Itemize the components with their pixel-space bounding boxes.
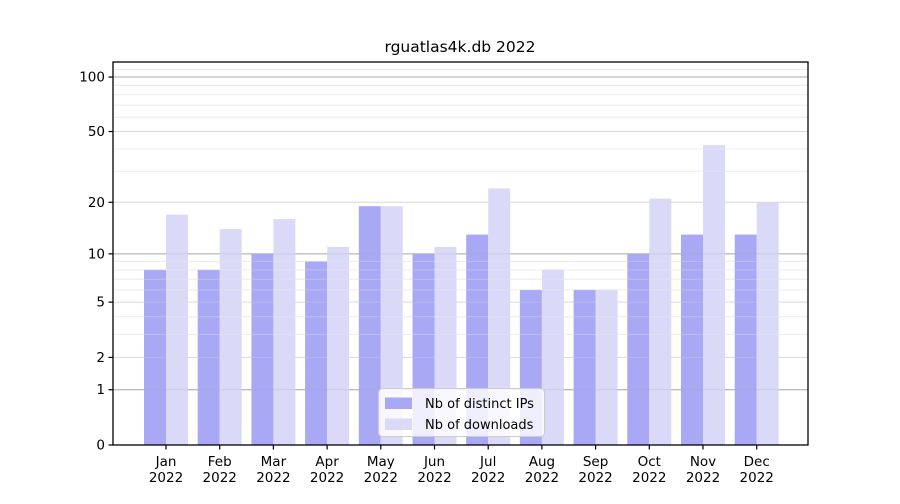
chart-title: rguatlas4k.db 2022: [384, 38, 535, 56]
x-month-label: Feb: [208, 454, 232, 470]
bar-downloads-sep: [595, 289, 618, 445]
x-month-label: Sep: [583, 454, 608, 470]
bar-downloads-aug: [541, 269, 564, 445]
x-year-label: 2022: [364, 470, 398, 486]
y-tick-label: 0: [96, 438, 105, 454]
x-year-label: 2022: [149, 470, 183, 486]
bar-downloads-jul: [488, 188, 511, 445]
x-year-label: 2022: [740, 470, 774, 486]
bar-distinct-ips-dec: [734, 234, 757, 445]
bar-downloads-nov: [703, 145, 725, 445]
bar-downloads-may: [380, 206, 403, 445]
gridlines-overlay: [113, 69, 808, 391]
bar-downloads-feb: [219, 229, 242, 445]
x-month-label: Jun: [423, 454, 445, 470]
legend-swatch-distinct-ips: [385, 397, 412, 409]
x-month-label: Jan: [155, 454, 177, 470]
legend: Nb of distinct IPs Nb of downloads: [378, 388, 545, 437]
legend-box: [378, 388, 545, 437]
x-month-label: Mar: [261, 454, 287, 470]
x-month-label: Dec: [744, 454, 770, 470]
bar-distinct-ips-feb: [197, 269, 220, 445]
x-year-label: 2022: [310, 470, 344, 486]
x-month-label: Nov: [690, 454, 716, 470]
legend-label-downloads: Nb of downloads: [425, 418, 534, 433]
y-tick-label: 20: [88, 195, 105, 211]
x-year-label: 2022: [686, 470, 720, 486]
x-month-label: Jul: [479, 454, 496, 470]
x-month-label: Aug: [529, 454, 555, 470]
bar-downloads-oct: [649, 198, 672, 445]
y-tick-label: 5: [96, 295, 105, 311]
y-tick-label: 1: [96, 382, 105, 398]
bar-downloads-mar: [273, 219, 296, 445]
x-month-label: May: [367, 454, 395, 470]
x-year-label: 2022: [417, 470, 451, 486]
bar-distinct-ips-mar: [251, 253, 274, 445]
y-tick-label: 2: [96, 350, 105, 366]
x-year-label: 2022: [578, 470, 612, 486]
x-year-label: 2022: [632, 470, 666, 486]
x-year-label: 2022: [256, 470, 290, 486]
y-tick-label: 50: [88, 124, 105, 140]
bar-distinct-ips-sep: [573, 289, 596, 445]
x-year-label: 2022: [203, 470, 237, 486]
axes: 0125102050100Jan2022Feb2022Mar2022Apr202…: [79, 70, 774, 486]
y-tick-label: 100: [79, 70, 105, 86]
y-tick-label: 10: [88, 246, 105, 262]
x-month-label: Apr: [315, 454, 339, 470]
legend-swatch-downloads: [385, 418, 412, 430]
bar-distinct-ips-oct: [627, 253, 650, 445]
bar-downloads-jan: [166, 214, 188, 445]
x-year-label: 2022: [525, 470, 559, 486]
bar-distinct-ips-apr: [305, 261, 328, 445]
bar-downloads-apr: [327, 246, 350, 445]
x-year-label: 2022: [471, 470, 505, 486]
bar-distinct-ips-nov: [681, 234, 703, 445]
x-month-label: Oct: [638, 454, 661, 470]
bar-downloads-dec: [756, 202, 779, 445]
bar-distinct-ips-jan: [144, 269, 166, 445]
bar-distinct-ips-may: [358, 206, 381, 445]
legend-label-distinct-ips: Nb of distinct IPs: [425, 397, 534, 412]
